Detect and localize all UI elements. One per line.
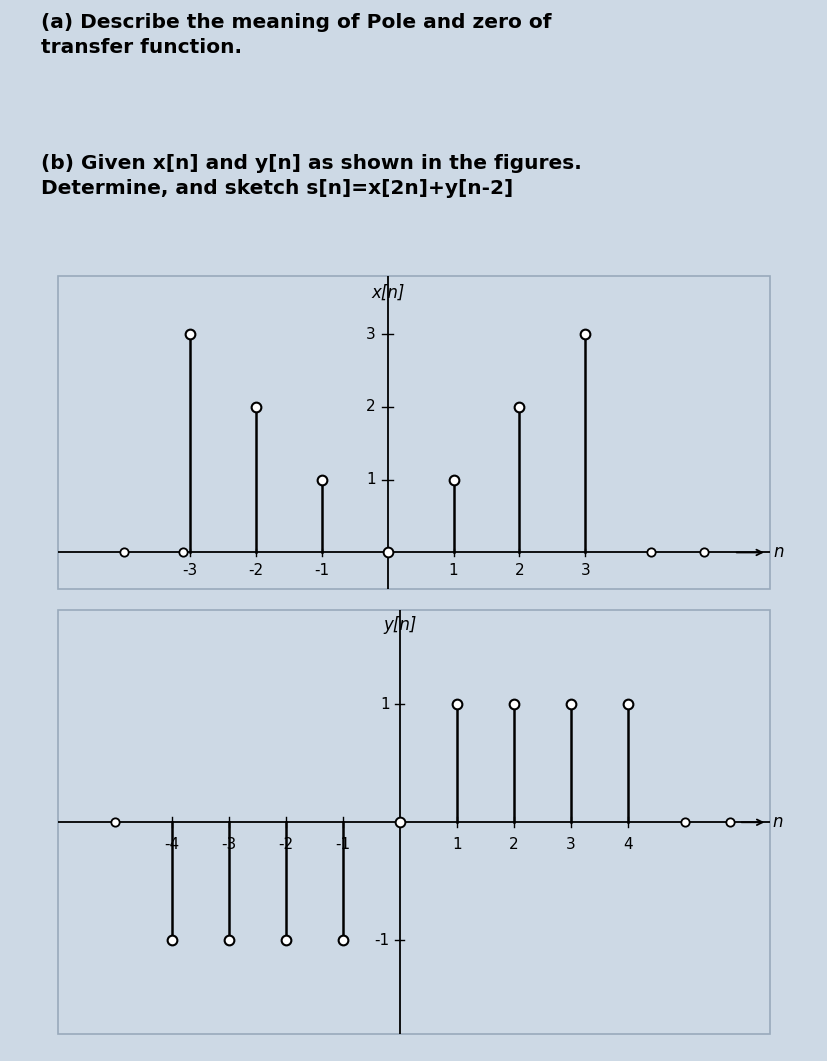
Text: n: n bbox=[772, 543, 783, 561]
Text: 2: 2 bbox=[514, 563, 523, 578]
Text: 4: 4 bbox=[622, 836, 632, 852]
Text: 1: 1 bbox=[452, 836, 461, 852]
Bar bbox=[58, 276, 769, 589]
Text: 2: 2 bbox=[366, 399, 375, 415]
Text: (b) Given x[n] and y[n] as shown in the figures.
Determine, and sketch s[n]=x[2n: (b) Given x[n] and y[n] as shown in the … bbox=[41, 154, 581, 197]
Text: -1: -1 bbox=[374, 933, 389, 947]
Text: -3: -3 bbox=[182, 563, 197, 578]
Bar bbox=[58, 610, 769, 1034]
Text: 1: 1 bbox=[380, 697, 389, 712]
Text: 1: 1 bbox=[448, 563, 458, 578]
Text: 3: 3 bbox=[565, 836, 575, 852]
Text: -2: -2 bbox=[248, 563, 263, 578]
Text: 3: 3 bbox=[580, 563, 590, 578]
Text: 1: 1 bbox=[366, 472, 375, 487]
Text: (a) Describe the meaning of Pole and zero of
transfer function.: (a) Describe the meaning of Pole and zer… bbox=[41, 14, 552, 57]
Text: n: n bbox=[772, 814, 782, 831]
Text: y[n]: y[n] bbox=[383, 616, 416, 634]
Text: x[n]: x[n] bbox=[370, 284, 404, 302]
Text: -1: -1 bbox=[335, 836, 350, 852]
Text: -4: -4 bbox=[164, 836, 179, 852]
Text: 3: 3 bbox=[366, 327, 375, 342]
Text: -3: -3 bbox=[221, 836, 237, 852]
Text: -1: -1 bbox=[313, 563, 329, 578]
Text: 2: 2 bbox=[509, 836, 518, 852]
Text: -2: -2 bbox=[278, 836, 293, 852]
